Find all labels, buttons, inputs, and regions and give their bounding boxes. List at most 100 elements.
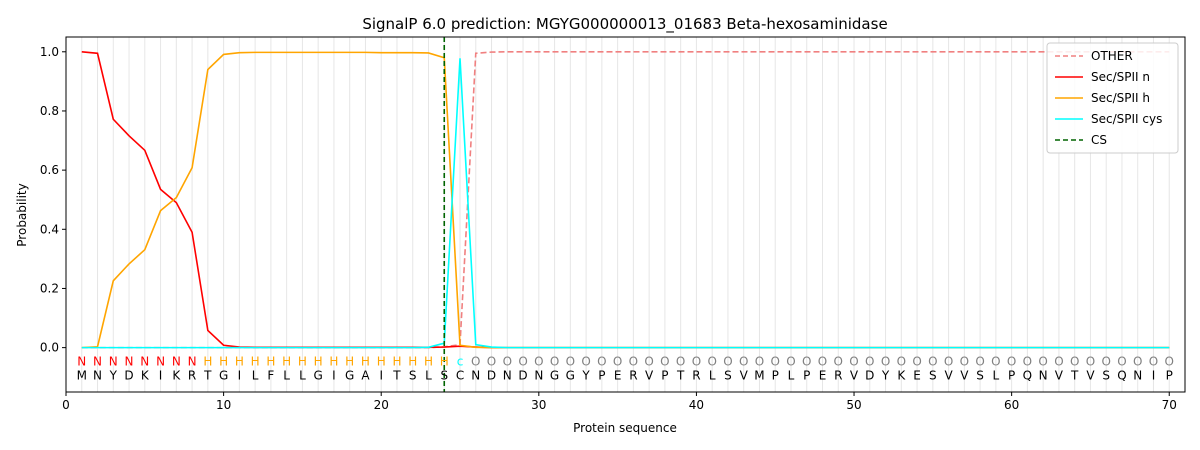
y-tick-label: 0.2 <box>40 281 59 295</box>
residue-label: V <box>645 368 654 382</box>
residue-label: Y <box>109 368 118 382</box>
residue-label: I <box>238 368 242 382</box>
residue-label: N <box>1133 368 1142 382</box>
region-label: O <box>849 354 858 368</box>
region-label: O <box>944 354 953 368</box>
y-axis-label: Probability <box>15 183 29 246</box>
y-tick-label: 1.0 <box>40 45 59 59</box>
region-label: O <box>676 354 685 368</box>
x-tick-label: 30 <box>531 398 546 412</box>
region-label: O <box>629 354 638 368</box>
region-label: O <box>897 354 906 368</box>
region-label: N <box>109 354 118 368</box>
series-line-sec-spii-h <box>81 51 1170 349</box>
region-label: H <box>408 354 417 368</box>
region-label: N <box>140 354 149 368</box>
residue-label: L <box>299 368 306 382</box>
region-label: O <box>1007 354 1016 368</box>
region-label: O <box>1023 354 1032 368</box>
region-label: O <box>566 354 575 368</box>
residue-label: R <box>692 368 700 382</box>
legend-label: Sec/SPII n <box>1091 70 1150 84</box>
residue-label: N <box>471 368 480 382</box>
region-label: H <box>361 354 370 368</box>
region-label: O <box>660 354 669 368</box>
region-label: O <box>613 354 622 368</box>
residue-label: T <box>676 368 685 382</box>
residue-label: I <box>332 368 336 382</box>
residue-label: V <box>944 368 953 382</box>
residue-label: L <box>283 368 290 382</box>
region-label: c <box>457 354 464 368</box>
region-label: O <box>1038 354 1047 368</box>
residue-label: I <box>159 368 163 382</box>
residue-label: K <box>172 368 181 382</box>
residue-label: M <box>754 368 764 382</box>
residue-label: G <box>345 368 354 382</box>
x-tick-label: 40 <box>689 398 704 412</box>
region-label: O <box>1165 354 1174 368</box>
x-tick-label: 60 <box>1004 398 1019 412</box>
region-label: H <box>266 354 275 368</box>
region-label: O <box>834 354 843 368</box>
residue-label: P <box>598 368 605 382</box>
series-line-sec-spii-cys <box>81 58 1170 349</box>
region-label: O <box>707 354 716 368</box>
region-label: O <box>1149 354 1158 368</box>
y-tick-label: 0.4 <box>40 222 59 236</box>
region-label: O <box>581 354 590 368</box>
x-tick-label: 0 <box>62 398 70 412</box>
region-label: H <box>424 354 433 368</box>
region-label: O <box>1117 354 1126 368</box>
residue-label: R <box>629 368 637 382</box>
region-label: H <box>314 354 323 368</box>
region-label: O <box>865 354 874 368</box>
region-label: O <box>928 354 937 368</box>
region-label: O <box>534 354 543 368</box>
residue-label: S <box>440 368 448 382</box>
region-label: O <box>1133 354 1142 368</box>
residue-label: A <box>361 368 370 382</box>
residue-label: I <box>1152 368 1156 382</box>
residue-label: R <box>188 368 196 382</box>
legend: OTHER Sec/SPII n Sec/SPII h Sec/SPII cys CS <box>1046 42 1179 154</box>
region-label: O <box>597 354 606 368</box>
residue-label: L <box>425 368 432 382</box>
residue-label: N <box>503 368 512 382</box>
legend-label: Sec/SPII h <box>1091 91 1150 105</box>
region-label: H <box>251 354 260 368</box>
residue-label: V <box>740 368 749 382</box>
region-label: N <box>77 354 86 368</box>
residue-label: P <box>1008 368 1015 382</box>
residue-label: S <box>929 368 937 382</box>
region-label: N <box>93 354 102 368</box>
region-label: H <box>345 354 354 368</box>
x-tick-label: 70 <box>1162 398 1177 412</box>
region-label: N <box>172 354 181 368</box>
region-label: O <box>503 354 512 368</box>
region-label: H <box>329 354 338 368</box>
region-label: O <box>518 354 527 368</box>
residue-label: F <box>267 368 274 382</box>
y-tick-label: 0.6 <box>40 163 59 177</box>
residue-label: G <box>314 368 323 382</box>
legend-label: Sec/SPII cys <box>1091 112 1162 126</box>
residue-label: E <box>614 368 622 382</box>
region-label: N <box>156 354 165 368</box>
residue-label: I <box>379 368 383 382</box>
residue-label: Y <box>581 368 590 382</box>
legend-box <box>1046 42 1179 154</box>
region-label: O <box>755 354 764 368</box>
residue-label: L <box>788 368 795 382</box>
series-layer <box>81 37 1170 392</box>
region-label: O <box>739 354 748 368</box>
region-label: O <box>975 354 984 368</box>
residue-label: D <box>124 368 133 382</box>
x-tick-label: 50 <box>846 398 861 412</box>
series-line-sec-spii-n <box>81 50 1170 349</box>
residue-label: T <box>203 368 212 382</box>
residue-label: L <box>252 368 259 382</box>
region-label: O <box>644 354 653 368</box>
